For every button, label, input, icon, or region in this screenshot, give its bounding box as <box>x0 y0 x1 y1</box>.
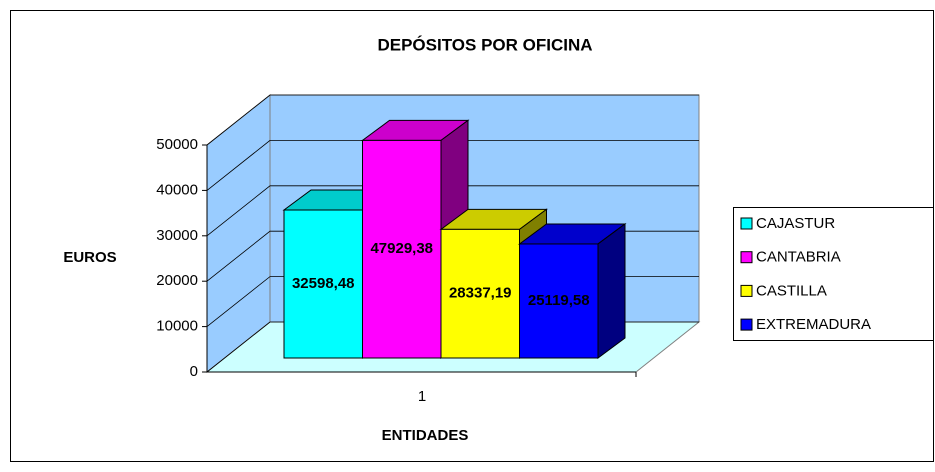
y-axis-label: EUROS <box>63 249 116 266</box>
y-tick-label: 40000 <box>156 181 198 198</box>
bar <box>362 139 442 359</box>
legend-swatch <box>740 318 753 331</box>
bar <box>283 209 363 359</box>
legend-swatch <box>740 217 753 230</box>
bar <box>519 243 599 359</box>
legend-swatch <box>740 284 753 297</box>
x-tick-label: 1 <box>418 388 426 405</box>
legend-label: CAJASTUR <box>756 215 835 232</box>
y-tick-label: 30000 <box>156 227 198 244</box>
value-label: 47929,38 <box>370 240 433 257</box>
bar <box>440 228 520 359</box>
legend-label: CANTABRIA <box>756 249 841 266</box>
grid-line <box>206 94 699 146</box>
y-tick-label: 50000 <box>156 136 198 153</box>
value-label: 32598,48 <box>292 275 355 292</box>
legend-label: CASTILLA <box>756 282 827 299</box>
chart-title: DEPÓSITOS POR OFICINA <box>377 35 592 54</box>
legend-swatch <box>740 251 753 264</box>
y-tick-label: 0 <box>190 363 198 380</box>
grid-line <box>206 139 699 191</box>
value-label: 25119,58 <box>528 292 590 309</box>
legend <box>733 207 934 341</box>
legend-label: EXTREMADURA <box>756 316 871 333</box>
y-tick-label: 20000 <box>156 272 198 289</box>
value-label: 28337,19 <box>449 285 512 302</box>
x-axis-label: ENTIDADES <box>382 427 469 444</box>
bar-side <box>597 222 626 359</box>
y-tick-label: 10000 <box>156 318 198 335</box>
grid-line <box>206 185 699 237</box>
